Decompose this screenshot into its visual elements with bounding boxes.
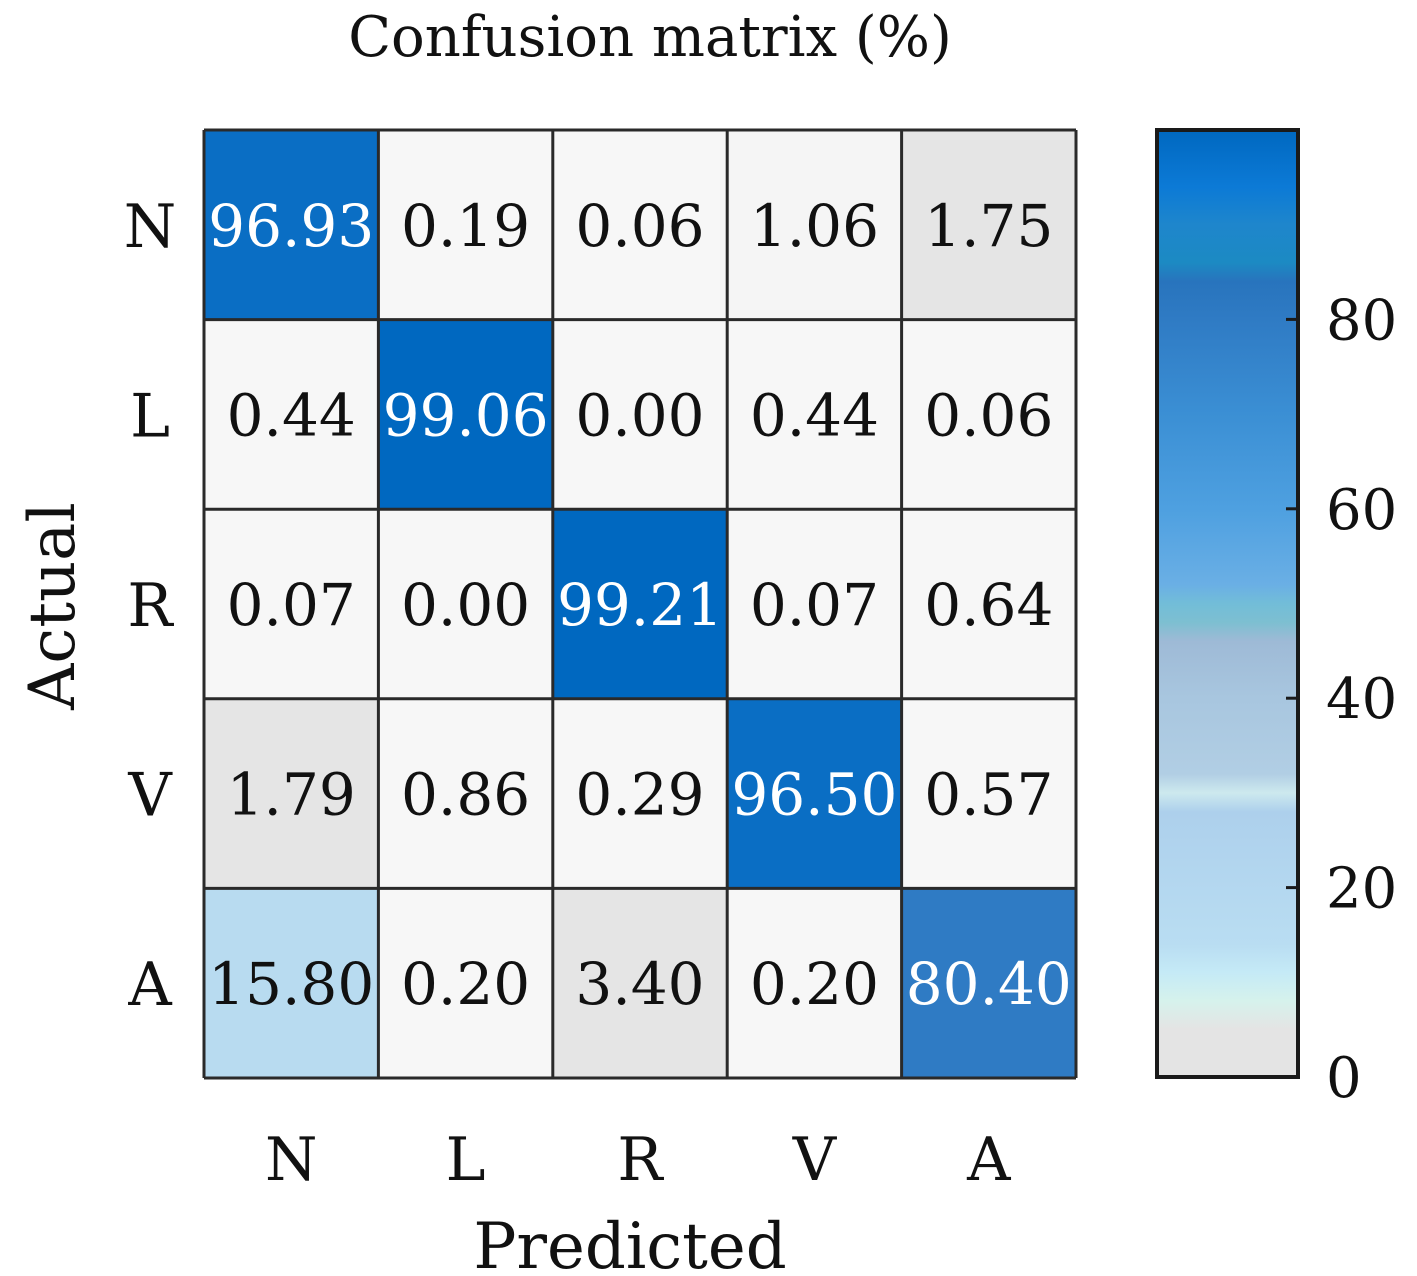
x-tick-label: L: [446, 1125, 486, 1195]
cell-value-label: 0.57: [924, 761, 1053, 829]
cell-value-label: 80.40: [906, 950, 1072, 1018]
y-tick-label: V: [127, 761, 173, 831]
cell-value-label: 1.75: [924, 192, 1053, 260]
cell-value-label: 0.06: [575, 192, 704, 260]
heatmap-grid: [202, 128, 1078, 1080]
heatmap-cell-V-A: [901, 698, 1076, 889]
heatmap-cell-A-V: [727, 888, 902, 1078]
x-axis-label: Predicted: [473, 1210, 786, 1276]
cell-value-label: 3.40: [575, 950, 704, 1018]
colorbar-tick-label: 0: [1326, 1046, 1362, 1111]
heatmap-cell-A-A: [901, 888, 1076, 1078]
colorbar-ticks: 0 20 40 60 80: [1286, 288, 1397, 1111]
heatmap-cell-R-V: [727, 509, 902, 699]
heatmap-cell-R-N: [204, 509, 379, 699]
heatmap-cell-L-A: [901, 319, 1076, 510]
cell-labels: 96.93 0.19 0.06 1.06 1.75 0.44 99.06 0.00 0.44 0.…: [208, 192, 1072, 1018]
heatmap-cell-N-A: [901, 130, 1076, 320]
cell-value-label: 0.44: [750, 381, 879, 449]
heatmap-cell-R-L: [378, 509, 553, 699]
cell-value-label: 1.79: [227, 761, 356, 829]
cell-value-label: 0.07: [750, 571, 879, 639]
cell-value-label: 0.64: [924, 571, 1053, 639]
cell-value-label: 0.44: [227, 381, 356, 449]
cell-value-label: 15.80: [208, 950, 374, 1018]
y-axis-label: Actual: [16, 502, 90, 711]
cell-value-label: 99.21: [557, 571, 723, 639]
chart-title: Confusion matrix (%): [348, 5, 952, 70]
y-tick-label: N: [124, 192, 177, 262]
cell-value-label: 0.86: [401, 761, 530, 829]
y-tick-label: A: [127, 950, 172, 1020]
y-tick-label: L: [130, 381, 170, 451]
cell-value-label: 0.06: [924, 381, 1053, 449]
heatmap-cell-V-V: [727, 698, 902, 889]
cell-value-label: 1.06: [750, 192, 879, 260]
heatmap-cell-V-R: [552, 698, 728, 889]
heatmap-cell-A-L: [378, 888, 553, 1078]
heatmap-cell-L-R: [552, 319, 728, 510]
heatmap-cell-A-R: [552, 888, 728, 1078]
heatmap-cell-L-N: [204, 319, 379, 510]
x-tick-label: R: [617, 1125, 664, 1195]
cell-value-label: 96.93: [208, 192, 374, 260]
cell-value-label: 0.20: [750, 950, 879, 1018]
heatmap-cell-V-L: [378, 698, 553, 889]
heatmap-cell-N-N: [204, 130, 379, 320]
heatmap-cell-N-V: [727, 130, 902, 320]
heatmap-cell-N-L: [378, 130, 553, 320]
colorbar-tick-label: 40: [1326, 667, 1397, 732]
x-tick-label: V: [792, 1125, 838, 1195]
cell-value-label: 0.19: [401, 192, 530, 260]
colorbar-tick-label: 20: [1326, 857, 1397, 922]
cell-value-label: 96.50: [731, 761, 897, 829]
cell-value-label: 0.20: [401, 950, 530, 1018]
heatmap-cell-N-R: [552, 130, 728, 320]
cell-value-label: 0.07: [227, 571, 356, 639]
cell-value-label: 99.06: [383, 381, 549, 449]
heatmap-cell-L-V: [727, 319, 902, 510]
colorbar-gradient: [1155, 128, 1300, 1079]
colorbar-tick-label: 80: [1326, 288, 1397, 353]
y-axis-ticks: N L R V A: [124, 192, 177, 1020]
heatmap-cell-L-L: [378, 319, 553, 510]
heatmap-cells: [204, 130, 1076, 1078]
cell-value-label: 0.00: [575, 381, 704, 449]
colorbar: 0 20 40 60 80: [1155, 128, 1397, 1111]
y-tick-label: R: [127, 571, 174, 641]
heatmap-cell-R-A: [901, 509, 1076, 699]
cell-value-label: 0.00: [401, 571, 530, 639]
x-tick-label: N: [265, 1125, 318, 1195]
colorbar-tick-label: 60: [1326, 478, 1397, 543]
x-tick-label: A: [966, 1125, 1011, 1195]
heatmap-cell-V-N: [204, 698, 379, 889]
heatmap-cell-R-R: [552, 509, 728, 699]
heatmap-cell-A-N: [204, 888, 379, 1078]
cell-value-label: 0.29: [575, 761, 704, 829]
